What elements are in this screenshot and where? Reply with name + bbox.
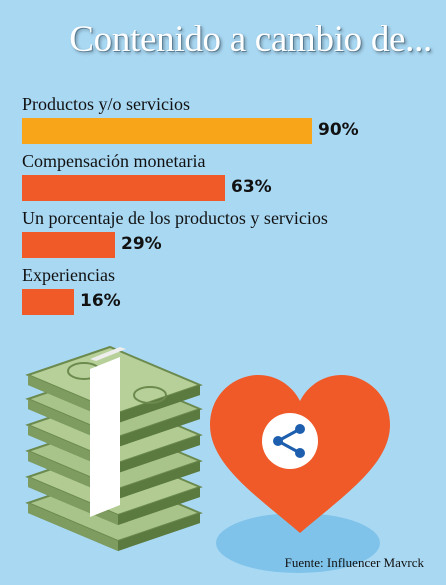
value-label: 63% [231, 177, 272, 197]
source-note: Fuente: Influencer Mavrck [284, 555, 424, 570]
bar [22, 232, 115, 258]
value-label: 16% [80, 291, 121, 311]
bar [22, 175, 225, 201]
bar [22, 118, 312, 144]
category-label: Compensación monetaria [22, 151, 206, 171]
bar-row: Compensación monetaria 63% [0, 151, 446, 211]
bar-row: Productos y/o servicios 90% [0, 94, 446, 154]
category-label: Un porcentaje de los productos y servici… [22, 208, 328, 228]
bar [22, 289, 74, 315]
category-label: Experiencias [22, 265, 115, 285]
page-title: Contenido a cambio de... [69, 19, 432, 60]
money-stack-icon [25, 345, 203, 551]
illustration [25, 345, 390, 573]
value-label: 29% [121, 234, 162, 254]
bar-row: Experiencias 16% [0, 265, 446, 325]
category-label: Productos y/o servicios [22, 94, 190, 114]
heart-share-icon [210, 375, 390, 533]
bar-row: Un porcentaje de los productos y servici… [0, 208, 446, 268]
value-label: 90% [318, 120, 359, 140]
